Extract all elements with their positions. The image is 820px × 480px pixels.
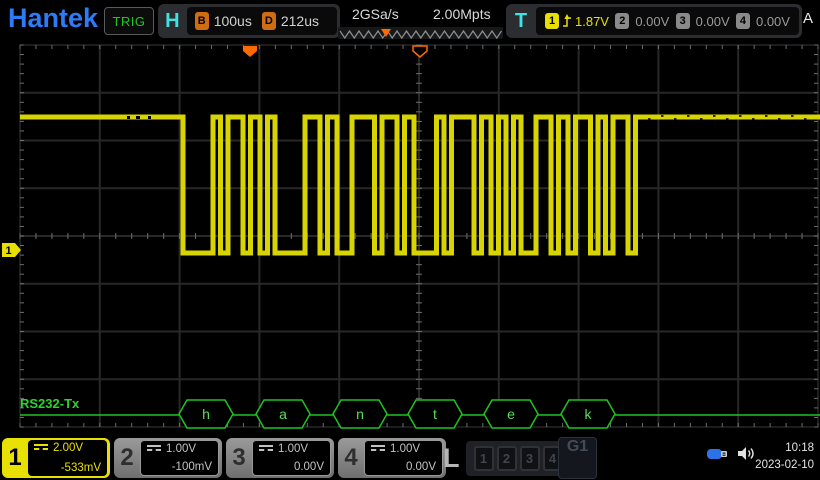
decode-frame-icon [483, 399, 539, 429]
channel1-scale: 2.00V [53, 442, 84, 454]
trigger-level-value: 1.87V [575, 13, 609, 29]
decode-frame-icon [560, 399, 616, 429]
memory-waveform-icon [339, 29, 502, 40]
horizontal-menu-button[interactable]: H B 100us D 212us [158, 4, 340, 38]
dc-coupling-icon [259, 445, 273, 453]
channel3-scale: 1.00V [278, 443, 309, 455]
channel2-scale: 1.00V [166, 443, 197, 455]
memory-position-bar [338, 27, 503, 40]
sample-rate-label: 2GSa/s [352, 6, 399, 22]
dc-coupling-icon [371, 445, 385, 453]
channel3-values: 1.00V 0.00V [252, 440, 331, 476]
decode-char: k [585, 406, 593, 422]
channel1-values: 2.00V -533mV [28, 440, 107, 476]
generator-label: G1 [566, 438, 589, 455]
waveform-display[interactable]: 1 h a n t e k RS232-Tx [0, 40, 820, 437]
trigger-ch3: 3 0.00V [675, 13, 730, 29]
trigger-position-icon [243, 46, 257, 57]
channel3-offset: 0.00V [293, 461, 324, 473]
decode-frame-icon [332, 399, 388, 429]
channel1-trace [20, 114, 820, 256]
memory-trigger-position-icon [381, 29, 391, 37]
trigger-source: 1 1.87V [545, 13, 609, 29]
delay-badge-icon: D [261, 12, 276, 30]
svg-text:1: 1 [5, 245, 11, 257]
channel1-marker-icon [2, 243, 21, 257]
decode-char: t [433, 406, 437, 422]
channel4-values: 1.00V 0.00V [364, 440, 443, 476]
logic-d1: 1 [473, 445, 494, 471]
usb-icon [707, 449, 727, 459]
trigger-source-badge: 1 [545, 13, 559, 29]
top-bar: Hantek TRIG H B 100us D 212us 2GSa/s 2.0… [0, 0, 820, 40]
horizontal-key-label: H [165, 9, 180, 32]
brand-logo: Hantek [8, 3, 99, 33]
date-label: 2023-02-10 [755, 459, 814, 471]
ch4-badge: 4 [735, 13, 750, 29]
trigger-values: 1 1.87V 2 0.00V 3 0.00V 4 0. [536, 7, 799, 35]
channel4-scale: 1.00V [390, 443, 421, 455]
trig-status-label: TRIG [112, 13, 146, 29]
logic-digits: 1 2 3 4 [465, 440, 571, 476]
channel2-values: 1.00V -100mV [140, 440, 219, 476]
decode-frame-icon [255, 399, 311, 429]
delay-value: 212us [280, 13, 319, 29]
ch4-level: 0.00V [755, 13, 790, 29]
logic-d3: 3 [519, 445, 540, 471]
trigger-ch4: 4 0.00V [735, 13, 790, 29]
dc-coupling-icon [34, 444, 48, 452]
ch3-level: 0.00V [695, 13, 730, 29]
logic-label: L [443, 442, 460, 473]
channel1-button[interactable]: 1 2.00V -533mV [2, 438, 110, 478]
trig-status-button[interactable]: TRIG [104, 7, 154, 35]
decode-frame-icon [407, 399, 463, 429]
channel2-offset: -100mV [171, 461, 212, 473]
dc-coupling-icon [147, 445, 161, 453]
logic-d2: 2 [496, 445, 517, 471]
channel3-number: 3 [232, 444, 246, 471]
channel4-number: 4 [344, 444, 358, 471]
channel4-button[interactable]: 4 1.00V 0.00V [338, 438, 446, 478]
bottom-bar: 1 2.00V -533mV 2 1.00V -100mV 3 1.00V 0.… [0, 437, 820, 480]
decode-char: n [356, 406, 364, 422]
generator-button[interactable]: G1 [558, 437, 597, 479]
ch2-level: 0.00V [635, 13, 670, 29]
ch3-badge: 3 [675, 13, 690, 29]
rising-edge-icon [563, 14, 571, 27]
trigger-position-icon [412, 45, 428, 58]
channel4-offset: 0.00V [405, 461, 436, 473]
horizontal-values: B 100us D 212us [186, 7, 337, 35]
channel1-number: 1 [8, 444, 22, 471]
trigger-ch2: 2 0.00V [615, 13, 669, 29]
decode-char: e [507, 406, 515, 422]
trigger-menu-button[interactable]: T 1 1.87V 2 0.00V 3 0.00V [506, 4, 802, 38]
channel2-number: 2 [120, 444, 134, 471]
ch2-badge: 2 [615, 13, 630, 29]
clock: 10:18 2023-02-10 [755, 440, 814, 474]
channel2-button[interactable]: 2 1.00V -100mV [114, 438, 222, 478]
decode-frame-icon [178, 399, 234, 429]
logic-channels-button[interactable]: L 1 2 3 4 [443, 438, 571, 478]
decode-char: a [279, 406, 287, 422]
graticule: 1 h a n t e k [2, 44, 820, 429]
timebase-value: 100us [213, 13, 252, 29]
speaker-icon[interactable] [737, 446, 757, 461]
time-label: 10:18 [785, 442, 814, 454]
decode-char: h [202, 406, 210, 422]
memory-depth-label: 2.00Mpts [433, 6, 491, 22]
decode-bus-label: RS232-Tx [20, 396, 80, 411]
timebase-badge-icon: B [194, 12, 209, 30]
trigger-key-label: T [514, 9, 528, 32]
channel1-offset: -533mV [60, 462, 101, 474]
status-icons [706, 446, 757, 461]
channel3-button[interactable]: 3 1.00V 0.00V [226, 438, 334, 478]
trigger-mode-label: A [803, 10, 814, 27]
